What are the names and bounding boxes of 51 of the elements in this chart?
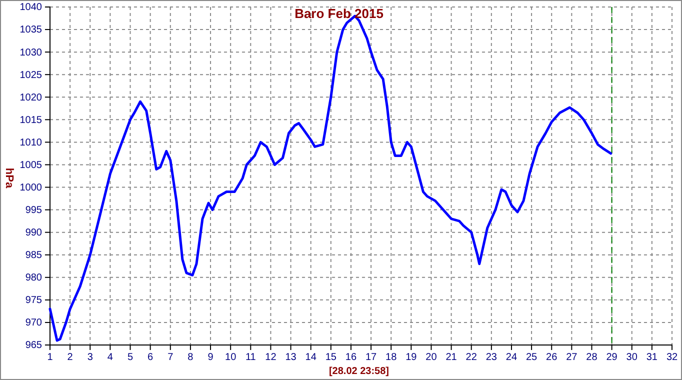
- x-tick-label: 25: [526, 352, 538, 364]
- y-tick-label: 975: [25, 295, 42, 306]
- x-tick-label: 24: [506, 352, 518, 364]
- y-tick-label: 1040: [20, 2, 42, 14]
- x-tick-label: 14: [305, 352, 317, 364]
- x-tick-label: 26: [546, 352, 558, 364]
- y-tick-label: 1035: [20, 24, 42, 36]
- x-tick-label: 9: [208, 352, 214, 364]
- x-tick-label: 6: [148, 352, 154, 364]
- x-axis-title: [28.02 23:58]: [328, 366, 390, 377]
- x-tick-label: 10: [225, 352, 237, 364]
- chart-title: Baro Feb 2015: [294, 6, 384, 21]
- x-tick-label: 20: [426, 352, 438, 364]
- x-tick-label: 23: [486, 352, 498, 364]
- y-tick-label: 1010: [20, 137, 42, 148]
- y-tick-label: 1000: [20, 182, 42, 194]
- x-tick-label: 4: [107, 352, 114, 364]
- y-tick-label: 990: [25, 228, 42, 239]
- y-tick-label: 970: [25, 318, 42, 329]
- y-tick-label: 1015: [20, 114, 42, 126]
- x-tick-label: 18: [386, 352, 398, 364]
- x-tick-label: 1: [47, 352, 54, 364]
- y-tick-label: 965: [25, 340, 42, 352]
- y-tick-label: 1030: [20, 47, 42, 58]
- x-tick-label: 7: [168, 352, 174, 364]
- x-tick-label: 5: [127, 352, 134, 364]
- x-tick-label: 22: [466, 352, 478, 364]
- x-tick-label: 27: [566, 352, 578, 364]
- x-tick-label: 19: [406, 352, 418, 364]
- y-tick-label: 980: [25, 272, 42, 284]
- x-tick-label: 3: [87, 352, 94, 364]
- y-tick-label: 1020: [20, 92, 42, 104]
- y-tick-label: 985: [25, 250, 42, 262]
- x-tick-label: 8: [188, 352, 194, 364]
- x-tick-label: 29: [606, 352, 618, 364]
- y-tick-label: 1025: [20, 70, 42, 81]
- x-tick-label: 11: [245, 352, 256, 364]
- x-tick-label: 17: [365, 352, 378, 364]
- x-tick-label: 2: [67, 352, 74, 364]
- x-tick-label: 32: [666, 352, 678, 364]
- x-tick-label: 13: [285, 352, 297, 364]
- y-tick-label: 1005: [20, 160, 42, 171]
- y-axis-title: hPa: [3, 168, 15, 189]
- y-tick-label: 995: [25, 205, 42, 216]
- x-tick-label: 21: [446, 352, 458, 364]
- x-tick-label: 28: [586, 352, 598, 364]
- x-tick-label: 12: [265, 352, 277, 364]
- x-tick-label: 30: [626, 352, 638, 364]
- x-tick-label: 31: [646, 352, 658, 364]
- x-tick-label: 16: [345, 352, 357, 364]
- x-tick-label: 15: [325, 352, 337, 364]
